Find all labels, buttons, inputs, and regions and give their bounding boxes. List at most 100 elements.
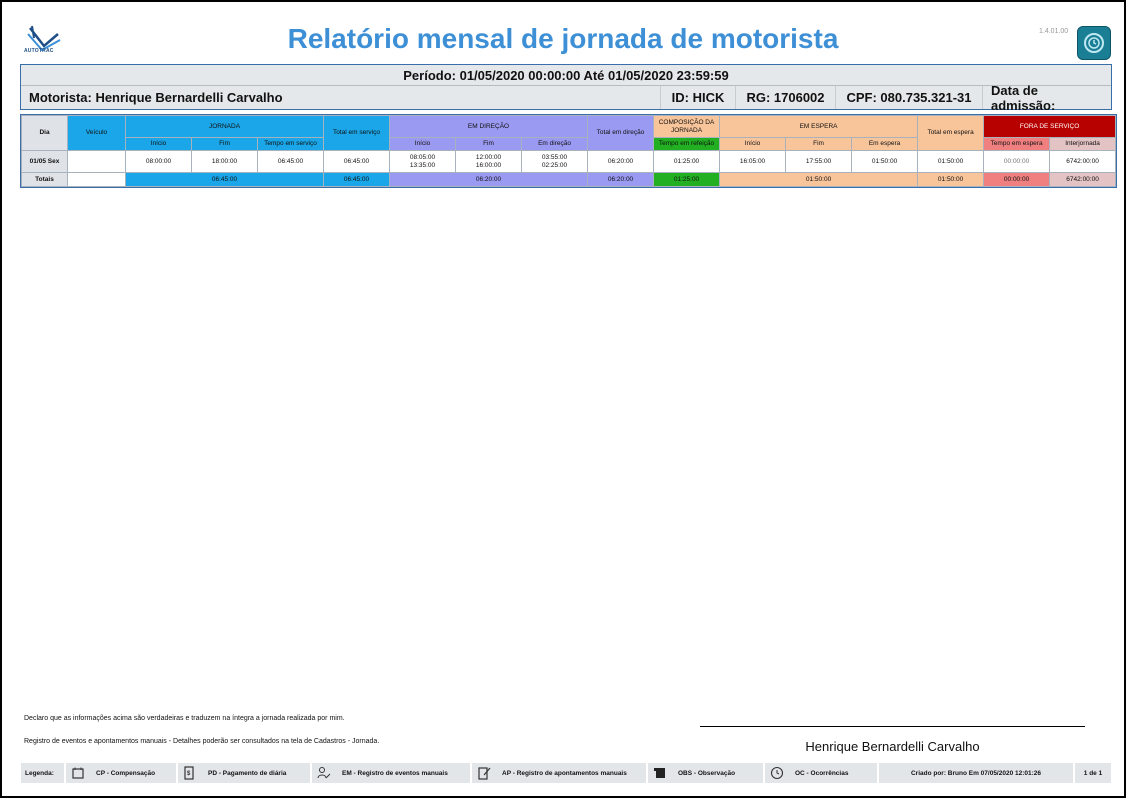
cell-total-espera: 01:50:00 (917, 150, 985, 173)
driver-admission: Data de admissão: (991, 82, 1056, 113)
page-number: 1 de 1 (1075, 763, 1111, 783)
legend-ap-text: AP - Registro de apontamentos manuais (502, 769, 627, 777)
document-edit-icon (476, 765, 492, 781)
totals-total-direcao: 06:20:00 (587, 172, 655, 187)
header-jornada: JORNADA (125, 115, 324, 138)
cell-direcao-inicio: 08:05:00 13:35:00 (389, 150, 456, 173)
totals-refeicao: 01:25:00 (653, 172, 721, 187)
sub-direcao-inicio: Início (389, 137, 456, 151)
driver-rg: RG: 1706002 (736, 86, 836, 109)
cell-espera-fim: 17:55:00 (785, 150, 853, 173)
totals-row: Totais 06:45:00 06:45:00 06:20:00 06:20:… (21, 172, 1117, 187)
totals-total-servico: 06:45:00 (323, 172, 390, 187)
table-subheader-row: Início Fim Tempo em serviço Início Fim E… (22, 137, 1117, 151)
totals-interjornada: 6742:00:00 (1049, 172, 1117, 187)
cell-jornada-inicio: 08:00:00 (125, 150, 192, 173)
totals-label: Totais (21, 172, 68, 187)
user-edit-icon (316, 765, 332, 781)
cell-total-direcao: 06:20:00 (587, 150, 655, 173)
cell-total-servico: 06:45:00 (323, 150, 390, 173)
legend-item-obs: OBS - Observação (648, 763, 765, 783)
driver-cpf: CPF: 080.735.321-31 (836, 86, 983, 109)
legend-bar: Legenda: CP - Compensação $ PD - Pagamen… (21, 763, 1111, 783)
driver-info-panel: Período: 01/05/2020 00:00:00 Até 01/05/2… (20, 64, 1112, 113)
refresh-clock-icon (1084, 33, 1104, 53)
header-total-direcao: Total em direção (587, 115, 655, 151)
legend-pd-text: PD - Pagamento de diária (208, 769, 287, 777)
totals-espera: 01:50:00 (719, 172, 919, 187)
legend-cp-text: CP - Compensação (96, 769, 156, 777)
legend-label: Legenda: (21, 763, 66, 783)
cell-direcao-fim: 12:00:00 16:00:00 (455, 150, 522, 173)
legend-oc-text: OC - Ocorrências (795, 769, 849, 777)
cell-veiculo (67, 150, 126, 173)
signature-line (700, 726, 1085, 727)
header-total-servico: Total em serviço (323, 115, 390, 151)
legend-item-pd: $ PD - Pagamento de diária (178, 763, 312, 783)
page-title: Relatório mensal de jornada de motorista (287, 23, 839, 54)
table-header-row: Dia Veículo JORNADA Total em serviço EM … (21, 115, 1117, 151)
cell-jornada-tempo: 06:45:00 (257, 150, 324, 173)
totals-direcao: 06:20:00 (388, 172, 589, 187)
svg-text:$: $ (187, 771, 191, 777)
cell-line: 08:05:00 (409, 153, 436, 161)
header-fora-servico: FORA DE SERVIÇO (983, 115, 1117, 138)
sub-direcao-em: Em direção (520, 137, 589, 151)
created-by: Criado por: Bruno Em 07/05/2020 12:01:26 (879, 763, 1075, 783)
table-row: 01/05 Sex 08:00:00 18:00:00 06:45:00 06:… (21, 150, 1117, 173)
driver-row: Motorista: Henrique Bernardelli Carvalho… (21, 82, 1111, 113)
legend-obs-text: OBS - Observação (678, 769, 736, 777)
cell-refeicao: 01:25:00 (653, 150, 721, 173)
totals-veiculo (67, 172, 126, 187)
cell-dia: 01/05 Sex (21, 150, 68, 173)
signature-name: Henrique Bernardelli Carvalho (805, 739, 980, 754)
sub-fora-espera: Tempo em espera (983, 137, 1051, 151)
totals-fora-espera: 00:00:00 (983, 172, 1051, 187)
journey-table: Dia Veículo JORNADA Total em serviço EM … (19, 114, 1118, 188)
autotrac-logo-icon (27, 25, 61, 52)
cell-fora-espera: 00:00:00 (983, 150, 1051, 173)
legend-item-cp: CP - Compensação (66, 763, 178, 783)
legend-item-em: EM - Registro de eventos manuais (312, 763, 472, 783)
sub-jornada-tempo: Tempo em serviço (257, 137, 324, 151)
sub-jornada-fim: Fim (191, 137, 258, 151)
cell-direcao-em: 03:55:00 02:25:00 (520, 150, 589, 173)
sub-refeicao: Tempo em refeição (653, 137, 721, 151)
calendar-icon (70, 765, 86, 781)
header-dia: Dia (21, 115, 68, 151)
app-button[interactable] (1077, 26, 1111, 60)
cell-line: 03:55:00 (541, 153, 568, 161)
header-composicao: COMPOSIÇÃO DA JORNADA (653, 115, 721, 138)
cell-line: 16:00:00 (475, 161, 502, 169)
legend-item-oc: OC - Ocorrências (765, 763, 879, 783)
registro-text: Registro de eventos e apontamentos manua… (24, 738, 380, 745)
cell-espera-inicio: 16:05:00 (719, 150, 787, 173)
version-label: 1.4.01.00 (1039, 28, 1069, 35)
totals-jornada: 06:45:00 (125, 172, 324, 187)
header-em-espera: EM ESPERA (719, 115, 919, 138)
sub-jornada-inicio: Início (125, 137, 192, 151)
sub-espera-em: Em espera (851, 137, 919, 151)
cell-espera-em: 01:50:00 (851, 150, 919, 173)
cell-interjornada: 6742:00:00 (1049, 150, 1117, 173)
header-em-direcao: EM DIREÇÃO (388, 115, 589, 138)
logo-text: AUTOTRAC (24, 48, 54, 54)
period-text: Período: 01/05/2020 00:00:00 Até 01/05/2… (21, 65, 1111, 86)
header-veiculo: Veículo (67, 115, 126, 151)
cell-line: 12:00:00 (475, 153, 502, 161)
clock-alert-icon (769, 765, 785, 781)
cell-line: 13:35:00 (409, 161, 436, 169)
driver-name: Motorista: Henrique Bernardelli Carvalho (21, 86, 661, 109)
header-total-espera: Total em espera (917, 115, 985, 151)
receipt-icon: $ (182, 765, 198, 781)
sub-direcao-fim: Fim (455, 137, 522, 151)
sub-interjornada: Interjornada (1049, 137, 1117, 151)
legend-em-text: EM - Registro de eventos manuais (342, 769, 448, 777)
cell-jornada-fim: 18:00:00 (191, 150, 258, 173)
driver-id: ID: HICK (661, 86, 736, 109)
sub-espera-inicio: Início (719, 137, 787, 151)
declaration-text: Declaro que as informações acima são ver… (24, 715, 345, 722)
scroll-icon (652, 765, 668, 781)
totals-total-espera: 01:50:00 (917, 172, 985, 187)
